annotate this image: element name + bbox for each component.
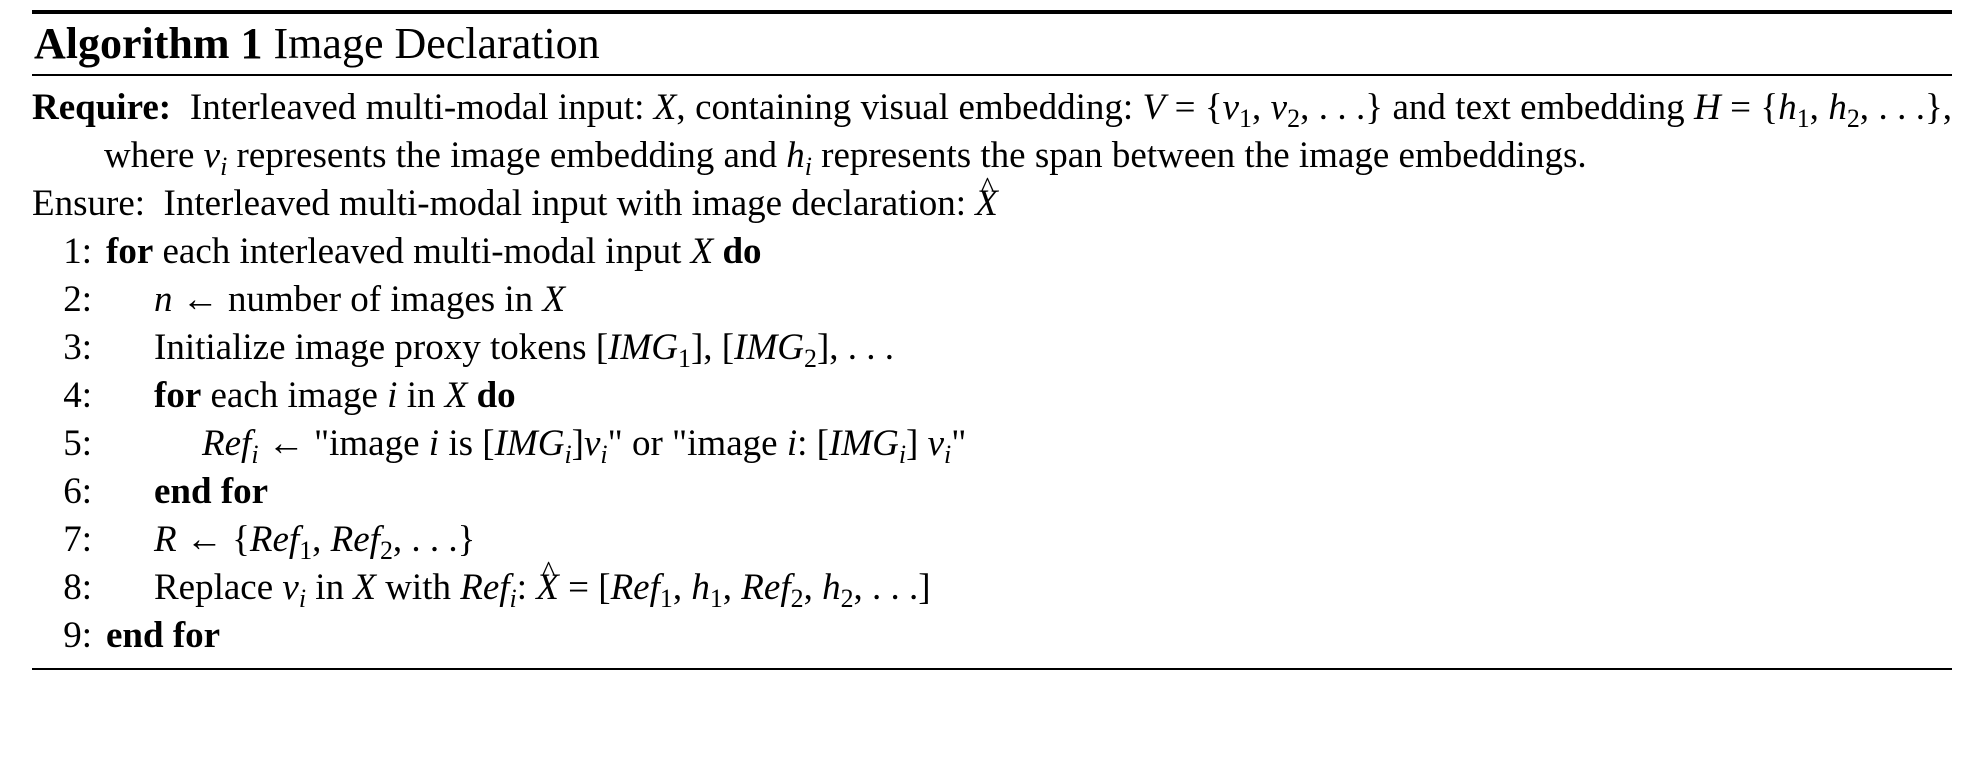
keyword-do: do bbox=[476, 375, 516, 416]
ensure-text: Interleaved multi-modal input with image… bbox=[163, 183, 966, 224]
algorithm-line-7: 7: R ← {Ref1, Ref2, . . .} bbox=[32, 516, 1952, 564]
line-text: each interleaved multi-modal input bbox=[162, 231, 682, 272]
algorithm-body: Require: Interleaved multi-modal input: … bbox=[32, 76, 1952, 668]
algorithm-line-9: 9: end for bbox=[32, 612, 1952, 660]
line-text: with bbox=[385, 567, 451, 608]
line-number: 4: bbox=[63, 375, 92, 416]
algorithm-name: Image Declaration bbox=[273, 19, 600, 68]
line-number: 5: bbox=[63, 423, 92, 464]
line-text: each image bbox=[210, 375, 378, 416]
algorithm-block: Algorithm 1 Image Declaration Require: I… bbox=[32, 10, 1952, 670]
line-number: 8: bbox=[63, 567, 92, 608]
keyword-end-for: end for bbox=[106, 615, 221, 656]
top-rule bbox=[32, 10, 1952, 14]
algorithm-line-3: 3: Initialize image proxy tokens [IMG1],… bbox=[32, 324, 1952, 372]
line-text: is bbox=[448, 423, 473, 464]
line-text: ← "image bbox=[267, 423, 420, 464]
line-text: : bbox=[797, 423, 808, 464]
algorithm-line-8: 8: Replace vi in X with Refi: X = [Ref1,… bbox=[32, 548, 1952, 612]
keyword-for: for bbox=[154, 375, 202, 416]
algorithm-line-1: 1: for each interleaved multi-modal inpu… bbox=[32, 228, 1952, 276]
line-text: ← bbox=[185, 519, 223, 560]
keyword-end-for: end for bbox=[154, 471, 269, 512]
bottom-rule bbox=[32, 668, 1952, 670]
ensure-clause: Ensure: Interleaved multi-modal input wi… bbox=[32, 164, 1952, 228]
line-number: 7: bbox=[63, 519, 92, 560]
line-text: ← number of images in bbox=[181, 279, 534, 320]
line-text: in bbox=[315, 567, 345, 608]
algorithm-line-6: 6: end for bbox=[32, 468, 1952, 516]
math-var: X bbox=[690, 231, 714, 272]
title-rule bbox=[32, 74, 1952, 76]
math-var: i bbox=[387, 375, 398, 416]
keyword-for: for bbox=[106, 231, 154, 272]
line-text: Initialize image proxy tokens bbox=[154, 327, 587, 368]
line-text: in bbox=[406, 375, 436, 416]
algorithm-number: Algorithm 1 bbox=[34, 19, 263, 68]
line-number: 6: bbox=[63, 471, 92, 512]
require-clause: Require: Interleaved multi-modal input: … bbox=[32, 87, 1953, 181]
line-text: Replace bbox=[154, 567, 274, 608]
keyword-do: do bbox=[722, 231, 762, 272]
algorithm-line-4: 4: for each image i in X do bbox=[32, 372, 1952, 420]
line-number: 2: bbox=[63, 279, 92, 320]
algorithm-line-2: 2: n ← number of images in X bbox=[32, 276, 1952, 324]
algorithm-title: Algorithm 1 Image Declaration bbox=[32, 14, 1952, 74]
line-number: 1: bbox=[63, 231, 92, 272]
line-text: " or "image bbox=[607, 423, 778, 464]
ensure-keyword: Ensure: bbox=[32, 183, 146, 224]
require-keyword: Require: bbox=[32, 87, 172, 128]
algorithm-line-5: 5: Refi ← "image i is [IMGi]vi" or "imag… bbox=[32, 420, 1952, 468]
line-number: 3: bbox=[63, 327, 92, 368]
line-number: 9: bbox=[63, 615, 92, 656]
